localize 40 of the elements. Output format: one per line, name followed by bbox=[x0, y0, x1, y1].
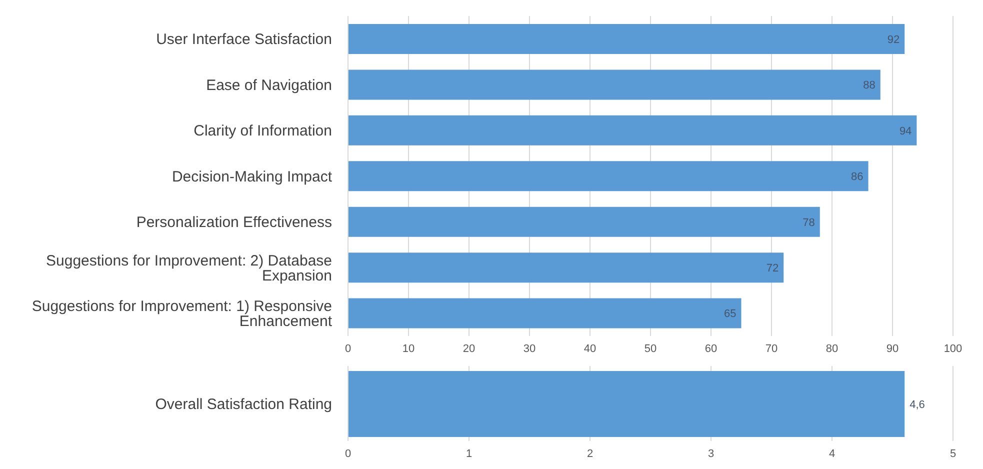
x-tick-label: 80 bbox=[826, 342, 838, 355]
bar bbox=[348, 161, 868, 192]
x-tick-label: 70 bbox=[765, 342, 778, 355]
y-tick-label: Ease of Navigation bbox=[206, 76, 332, 94]
y-tick-label: Clarity of Information bbox=[194, 122, 332, 140]
x-tick-label: 20 bbox=[462, 342, 476, 355]
data-label: 78 bbox=[802, 216, 815, 229]
x-tick-label: 90 bbox=[886, 342, 899, 355]
y-tick-label: Suggestions for Improvement: 2) Database Expansion bbox=[46, 252, 332, 284]
x-tick-label: 0 bbox=[344, 448, 352, 460]
data-label: 92 bbox=[887, 34, 900, 46]
y-tick-label: Suggestions for Improvement: 1) Responsive Enhancement bbox=[32, 298, 333, 330]
x-tick-label: 1 bbox=[466, 448, 472, 460]
data-label: 65 bbox=[724, 308, 736, 320]
y-tick-label: Personalization Effectiveness bbox=[136, 214, 332, 232]
x-tick-label: 10 bbox=[402, 342, 415, 355]
bar bbox=[348, 70, 880, 100]
bar bbox=[348, 252, 784, 283]
bar bbox=[348, 115, 917, 146]
y-tick-label: Overall Satisfaction Rating bbox=[155, 396, 332, 413]
data-label: 88 bbox=[863, 80, 876, 92]
x-tick-label: 100 bbox=[944, 342, 962, 355]
x-tick-label: 30 bbox=[523, 342, 536, 355]
data-label: 94 bbox=[899, 125, 912, 138]
x-tick-label: 0 bbox=[344, 342, 352, 355]
x-tick-label: 60 bbox=[704, 342, 718, 355]
bar bbox=[348, 206, 820, 237]
x-tick-label: 50 bbox=[644, 342, 657, 355]
x-tick-label: 4 bbox=[828, 448, 836, 460]
data-label: 72 bbox=[766, 262, 779, 274]
x-tick-label: 40 bbox=[584, 342, 596, 355]
x-tick-label: 3 bbox=[708, 448, 714, 460]
bar bbox=[348, 24, 905, 54]
y-tick-label: Decision-Making Impact bbox=[172, 168, 333, 186]
bar bbox=[348, 298, 742, 328]
x-tick-label: 2 bbox=[586, 448, 594, 460]
x-tick-label: 5 bbox=[950, 448, 956, 460]
data-label: 4,6 bbox=[910, 398, 925, 411]
data-label: 86 bbox=[851, 171, 864, 184]
y-tick-label: User Interface Satisfaction bbox=[156, 31, 332, 48]
